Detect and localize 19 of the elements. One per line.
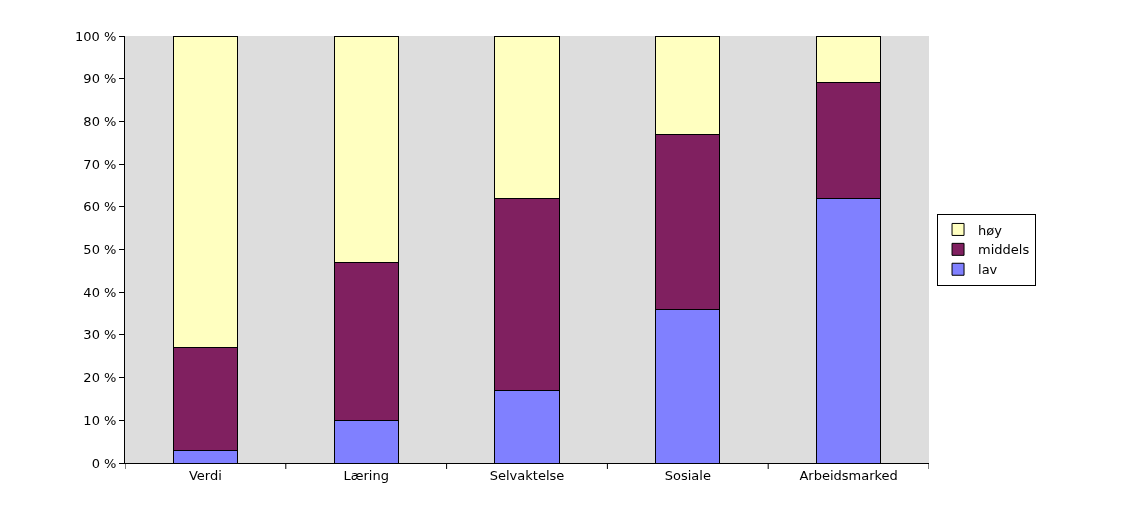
- y-tick-label: 90 %: [83, 71, 117, 87]
- y-tick-label: 70 %: [83, 156, 117, 172]
- y-tick-label: 30 %: [83, 327, 117, 343]
- x-tick-label: Arbeidsmarked: [799, 467, 898, 483]
- y-tick-label: 60 %: [83, 199, 117, 215]
- y-tick-label: 20 %: [83, 370, 117, 386]
- x-tick-label: Selvaktelse: [489, 467, 565, 483]
- y-tick-label: 0 %: [91, 455, 117, 471]
- x-tick-label: Sosiale: [664, 467, 711, 483]
- y-tick-label: 80 %: [83, 113, 117, 129]
- x-tick-label: Læring: [343, 467, 389, 483]
- y-tick-label: 40 %: [83, 284, 117, 300]
- x-tick-label: Verdi: [188, 467, 222, 483]
- legend-label: høy: [978, 222, 1003, 238]
- legend-label: lav: [978, 262, 998, 278]
- legend-label: middels: [978, 242, 1030, 258]
- y-tick-label: 50 %: [83, 242, 117, 258]
- y-tick-label: 100 %: [75, 28, 117, 44]
- y-tick-label: 10 %: [83, 412, 117, 428]
